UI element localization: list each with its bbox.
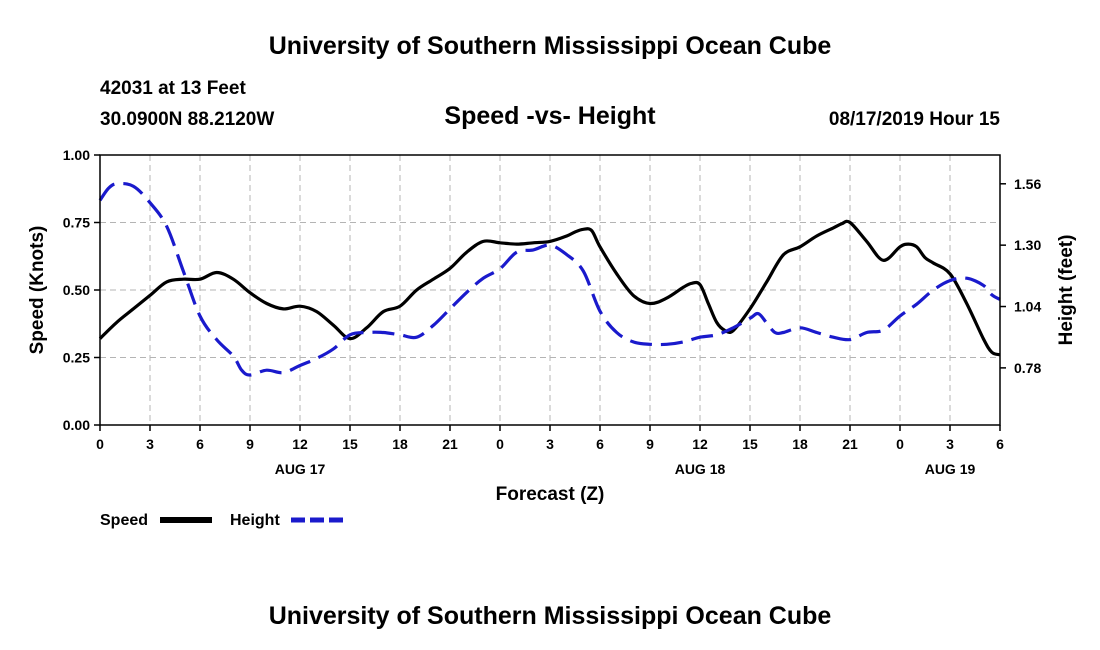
x-tick-label: 6 (196, 436, 204, 452)
x-day-label: AUG 19 (925, 461, 976, 477)
x-day-label: AUG 17 (275, 461, 326, 477)
x-tick-label: 15 (742, 436, 758, 452)
x-tick-label: 0 (896, 436, 904, 452)
location-label: 30.0900N 88.2120W (100, 109, 274, 130)
page-title: University of Southern Mississippi Ocean… (269, 32, 832, 60)
x-tick-label: 9 (246, 436, 254, 452)
x-tick-label: 3 (546, 436, 554, 452)
x-tick-label: 6 (596, 436, 604, 452)
station-label: 42031 at 13 Feet (100, 78, 246, 99)
y-tick-label: 0.50 (63, 282, 90, 298)
x-day-label: AUG 18 (675, 461, 726, 477)
grid (100, 155, 1000, 425)
footer-title: University of Southern Mississippi Ocean… (269, 602, 832, 630)
datetime-label: 08/17/2019 Hour 15 (829, 109, 1001, 130)
y-tick-label: 0.00 (63, 417, 90, 433)
y-right-tick-label: 1.04 (1014, 299, 1041, 315)
x-tick-label: 0 (96, 436, 104, 452)
legend-speed-label: Speed (100, 512, 148, 529)
x-tick-label: 21 (442, 436, 458, 452)
x-axis-label: Forecast (Z) (496, 484, 605, 505)
x-tick-label: 15 (342, 436, 358, 452)
x-tick-label: 9 (646, 436, 654, 452)
y-axis-label: Speed (Knots) (27, 226, 48, 355)
legend: Speed Height (100, 512, 343, 529)
y-right-tick-label: 0.78 (1014, 360, 1041, 376)
y-tick-label: 0.25 (63, 350, 90, 366)
y-tick-label: 1.00 (63, 147, 90, 163)
x-tick-label: 3 (146, 436, 154, 452)
y-tick-label: 0.75 (63, 215, 90, 231)
x-tick-label: 21 (842, 436, 858, 452)
legend-height-label: Height (230, 512, 280, 529)
tick-labels: 0 3 6 9 12 15 18 21 0 3 6 9 12 15 18 21 0 3 6 AUG 17 AUG 18 A… (63, 147, 1042, 477)
series-layer (98, 181, 1001, 377)
series-line-height (98, 181, 1001, 377)
y-right-tick-label: 1.56 (1014, 176, 1041, 192)
x-tick-label: 12 (692, 436, 708, 452)
x-tick-label: 3 (946, 436, 954, 452)
x-tick-label: 0 (496, 436, 504, 452)
y-axis-right-label: Height (feet) (1056, 235, 1077, 346)
series-line-speed (98, 219, 1001, 357)
y-right-tick-label: 1.30 (1014, 237, 1041, 253)
x-tick-label: 12 (292, 436, 308, 452)
x-tick-label: 6 (996, 436, 1004, 452)
chart-title: Speed -vs- Height (444, 102, 656, 130)
x-tick-label: 18 (792, 436, 808, 452)
x-tick-label: 18 (392, 436, 408, 452)
